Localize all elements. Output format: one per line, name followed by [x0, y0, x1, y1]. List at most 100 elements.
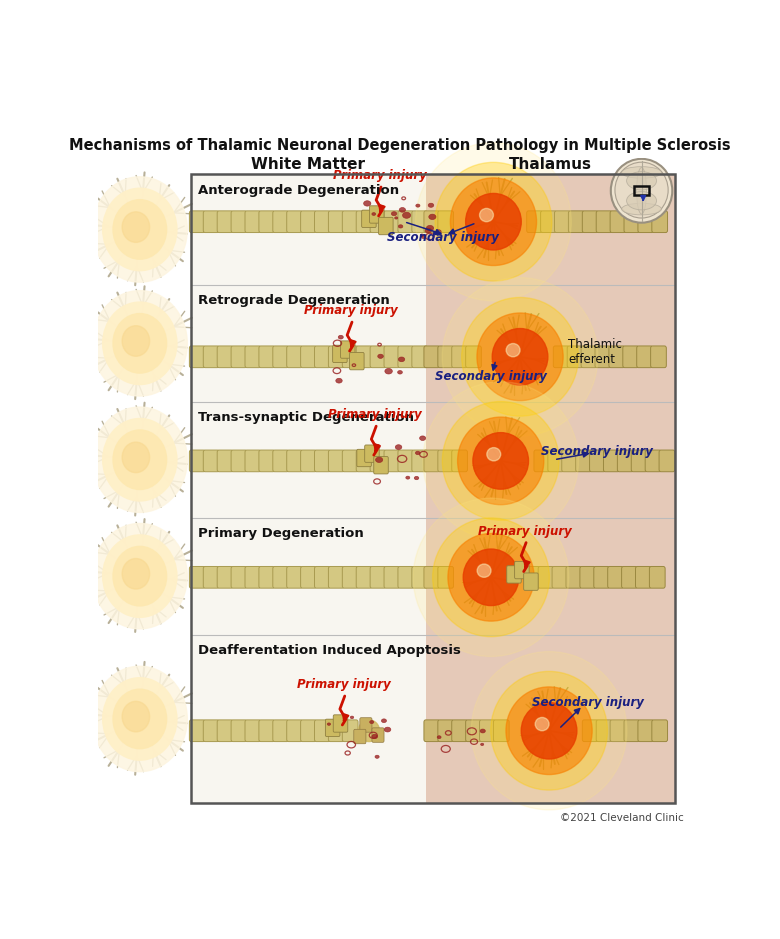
FancyBboxPatch shape: [378, 217, 393, 235]
FancyBboxPatch shape: [356, 346, 372, 368]
Ellipse shape: [473, 433, 529, 489]
Ellipse shape: [122, 559, 150, 589]
FancyBboxPatch shape: [583, 211, 598, 233]
FancyBboxPatch shape: [466, 720, 481, 742]
FancyBboxPatch shape: [332, 346, 347, 362]
FancyBboxPatch shape: [412, 450, 427, 471]
FancyBboxPatch shape: [534, 450, 550, 471]
FancyBboxPatch shape: [594, 566, 609, 588]
FancyBboxPatch shape: [398, 346, 413, 368]
FancyBboxPatch shape: [273, 346, 289, 368]
Text: Mechanisms of Thalamic Neuronal Degeneration Pathology in Multiple Sclerosis: Mechanisms of Thalamic Neuronal Degenera…: [69, 138, 731, 153]
FancyBboxPatch shape: [245, 566, 261, 588]
FancyBboxPatch shape: [259, 720, 275, 742]
Ellipse shape: [375, 457, 383, 463]
FancyBboxPatch shape: [424, 346, 440, 368]
FancyBboxPatch shape: [328, 211, 344, 233]
Ellipse shape: [113, 689, 167, 748]
FancyBboxPatch shape: [526, 211, 542, 233]
Ellipse shape: [399, 224, 402, 228]
FancyBboxPatch shape: [300, 211, 317, 233]
FancyBboxPatch shape: [652, 211, 668, 233]
Text: Secondary injury: Secondary injury: [435, 370, 547, 383]
Ellipse shape: [92, 177, 187, 282]
Ellipse shape: [425, 228, 431, 233]
FancyBboxPatch shape: [370, 206, 384, 223]
FancyBboxPatch shape: [204, 346, 219, 368]
FancyBboxPatch shape: [372, 728, 384, 743]
Ellipse shape: [414, 476, 419, 480]
FancyBboxPatch shape: [452, 450, 467, 471]
Ellipse shape: [462, 298, 579, 416]
FancyBboxPatch shape: [631, 450, 647, 471]
Ellipse shape: [463, 549, 519, 606]
FancyBboxPatch shape: [452, 720, 467, 742]
Ellipse shape: [113, 430, 167, 489]
FancyBboxPatch shape: [494, 720, 509, 742]
Text: Thalamus: Thalamus: [509, 157, 592, 172]
Ellipse shape: [428, 203, 434, 208]
FancyBboxPatch shape: [328, 566, 344, 588]
FancyBboxPatch shape: [583, 720, 598, 742]
FancyBboxPatch shape: [659, 450, 675, 471]
Ellipse shape: [420, 234, 424, 237]
FancyBboxPatch shape: [596, 720, 612, 742]
FancyBboxPatch shape: [204, 211, 219, 233]
Ellipse shape: [113, 314, 167, 373]
Ellipse shape: [416, 204, 420, 208]
Text: ©2021 Cleveland Clinic: ©2021 Cleveland Clinic: [560, 812, 684, 823]
Ellipse shape: [350, 716, 353, 718]
FancyBboxPatch shape: [217, 450, 233, 471]
FancyBboxPatch shape: [398, 450, 413, 471]
Bar: [191, 174, 675, 803]
FancyBboxPatch shape: [595, 346, 611, 368]
FancyBboxPatch shape: [438, 450, 453, 471]
FancyBboxPatch shape: [328, 450, 344, 471]
Ellipse shape: [92, 291, 187, 396]
FancyBboxPatch shape: [231, 346, 246, 368]
FancyBboxPatch shape: [314, 450, 330, 471]
FancyBboxPatch shape: [610, 211, 626, 233]
FancyBboxPatch shape: [328, 346, 344, 368]
FancyBboxPatch shape: [273, 720, 289, 742]
FancyBboxPatch shape: [217, 720, 233, 742]
Bar: [426, 174, 675, 803]
Ellipse shape: [395, 445, 402, 450]
Ellipse shape: [328, 723, 331, 725]
Text: Anterograde Degeneration: Anterograde Degeneration: [198, 183, 399, 196]
Ellipse shape: [122, 442, 150, 472]
FancyBboxPatch shape: [480, 720, 495, 742]
Ellipse shape: [122, 326, 150, 356]
Ellipse shape: [420, 436, 426, 440]
Ellipse shape: [385, 727, 391, 732]
Ellipse shape: [103, 419, 177, 501]
FancyBboxPatch shape: [548, 450, 564, 471]
FancyBboxPatch shape: [650, 566, 665, 588]
FancyBboxPatch shape: [638, 211, 654, 233]
FancyBboxPatch shape: [217, 346, 233, 368]
FancyBboxPatch shape: [356, 566, 372, 588]
FancyBboxPatch shape: [438, 566, 453, 588]
FancyBboxPatch shape: [204, 566, 219, 588]
FancyBboxPatch shape: [370, 211, 386, 233]
Text: White Matter: White Matter: [251, 157, 366, 172]
Ellipse shape: [448, 533, 534, 621]
Text: Primary injury: Primary injury: [328, 408, 422, 421]
FancyBboxPatch shape: [608, 566, 623, 588]
FancyBboxPatch shape: [314, 211, 330, 233]
FancyBboxPatch shape: [342, 211, 358, 233]
Ellipse shape: [521, 702, 577, 759]
Ellipse shape: [378, 354, 383, 359]
Ellipse shape: [471, 652, 627, 810]
Ellipse shape: [422, 236, 426, 239]
FancyBboxPatch shape: [576, 450, 591, 471]
FancyBboxPatch shape: [438, 720, 453, 742]
FancyBboxPatch shape: [384, 450, 400, 471]
Ellipse shape: [358, 720, 380, 742]
FancyBboxPatch shape: [651, 346, 666, 368]
FancyBboxPatch shape: [424, 566, 440, 588]
Text: Secondary injury: Secondary injury: [532, 696, 644, 709]
FancyBboxPatch shape: [333, 715, 348, 732]
FancyBboxPatch shape: [314, 566, 330, 588]
FancyBboxPatch shape: [190, 450, 205, 471]
